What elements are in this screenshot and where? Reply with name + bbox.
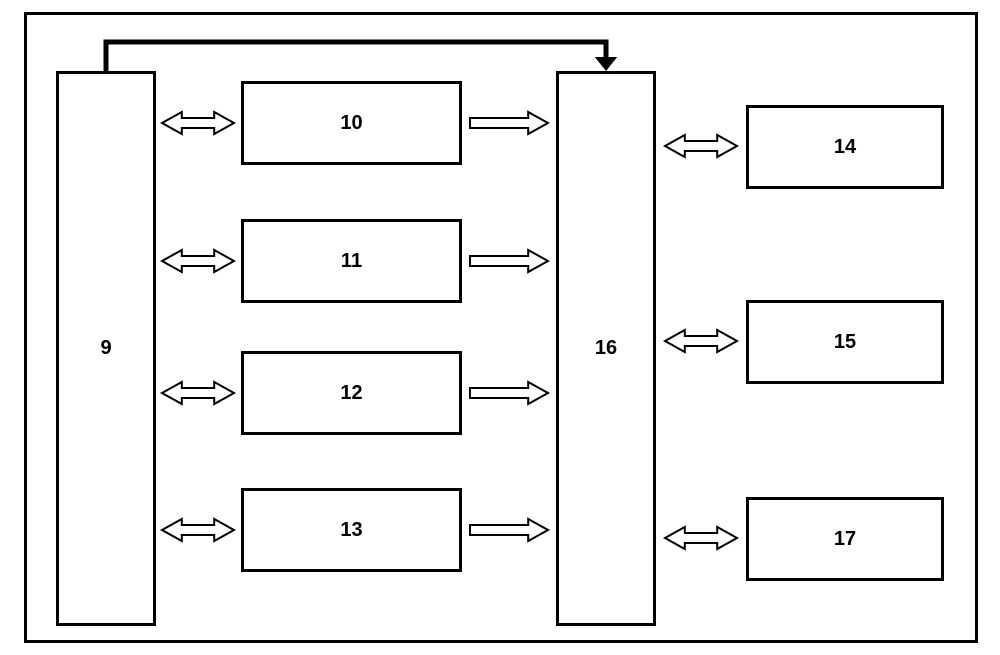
node-13: 13 bbox=[241, 488, 462, 572]
node-label: 13 bbox=[340, 519, 362, 542]
double-arrow-5 bbox=[665, 330, 737, 352]
double-arrow-2 bbox=[162, 382, 234, 404]
double-arrow-0 bbox=[162, 112, 234, 134]
node-label: 16 bbox=[595, 337, 617, 360]
node-label: 14 bbox=[834, 136, 856, 159]
node-14: 14 bbox=[746, 105, 944, 189]
node-12: 12 bbox=[241, 351, 462, 435]
node-label: 15 bbox=[834, 331, 856, 354]
right-arrow-1 bbox=[470, 250, 548, 272]
right-arrow-0 bbox=[470, 112, 548, 134]
node-label: 12 bbox=[340, 382, 362, 405]
node-17: 17 bbox=[746, 497, 944, 581]
node-label: 10 bbox=[340, 112, 362, 135]
node-10: 10 bbox=[241, 81, 462, 165]
elbow-arrow bbox=[86, 22, 626, 91]
right-arrow-2 bbox=[470, 382, 548, 404]
double-arrow-3 bbox=[162, 519, 234, 541]
node-label: 9 bbox=[100, 337, 111, 360]
right-arrow-3 bbox=[470, 519, 548, 541]
node-11: 11 bbox=[241, 219, 462, 303]
double-arrow-4 bbox=[665, 135, 737, 157]
node-label: 11 bbox=[341, 250, 362, 273]
double-arrow-1 bbox=[162, 250, 234, 272]
node-16: 16 bbox=[556, 71, 656, 626]
node-15: 15 bbox=[746, 300, 944, 384]
double-arrow-6 bbox=[665, 527, 737, 549]
node-9: 9 bbox=[56, 71, 156, 626]
node-label: 17 bbox=[834, 528, 856, 551]
